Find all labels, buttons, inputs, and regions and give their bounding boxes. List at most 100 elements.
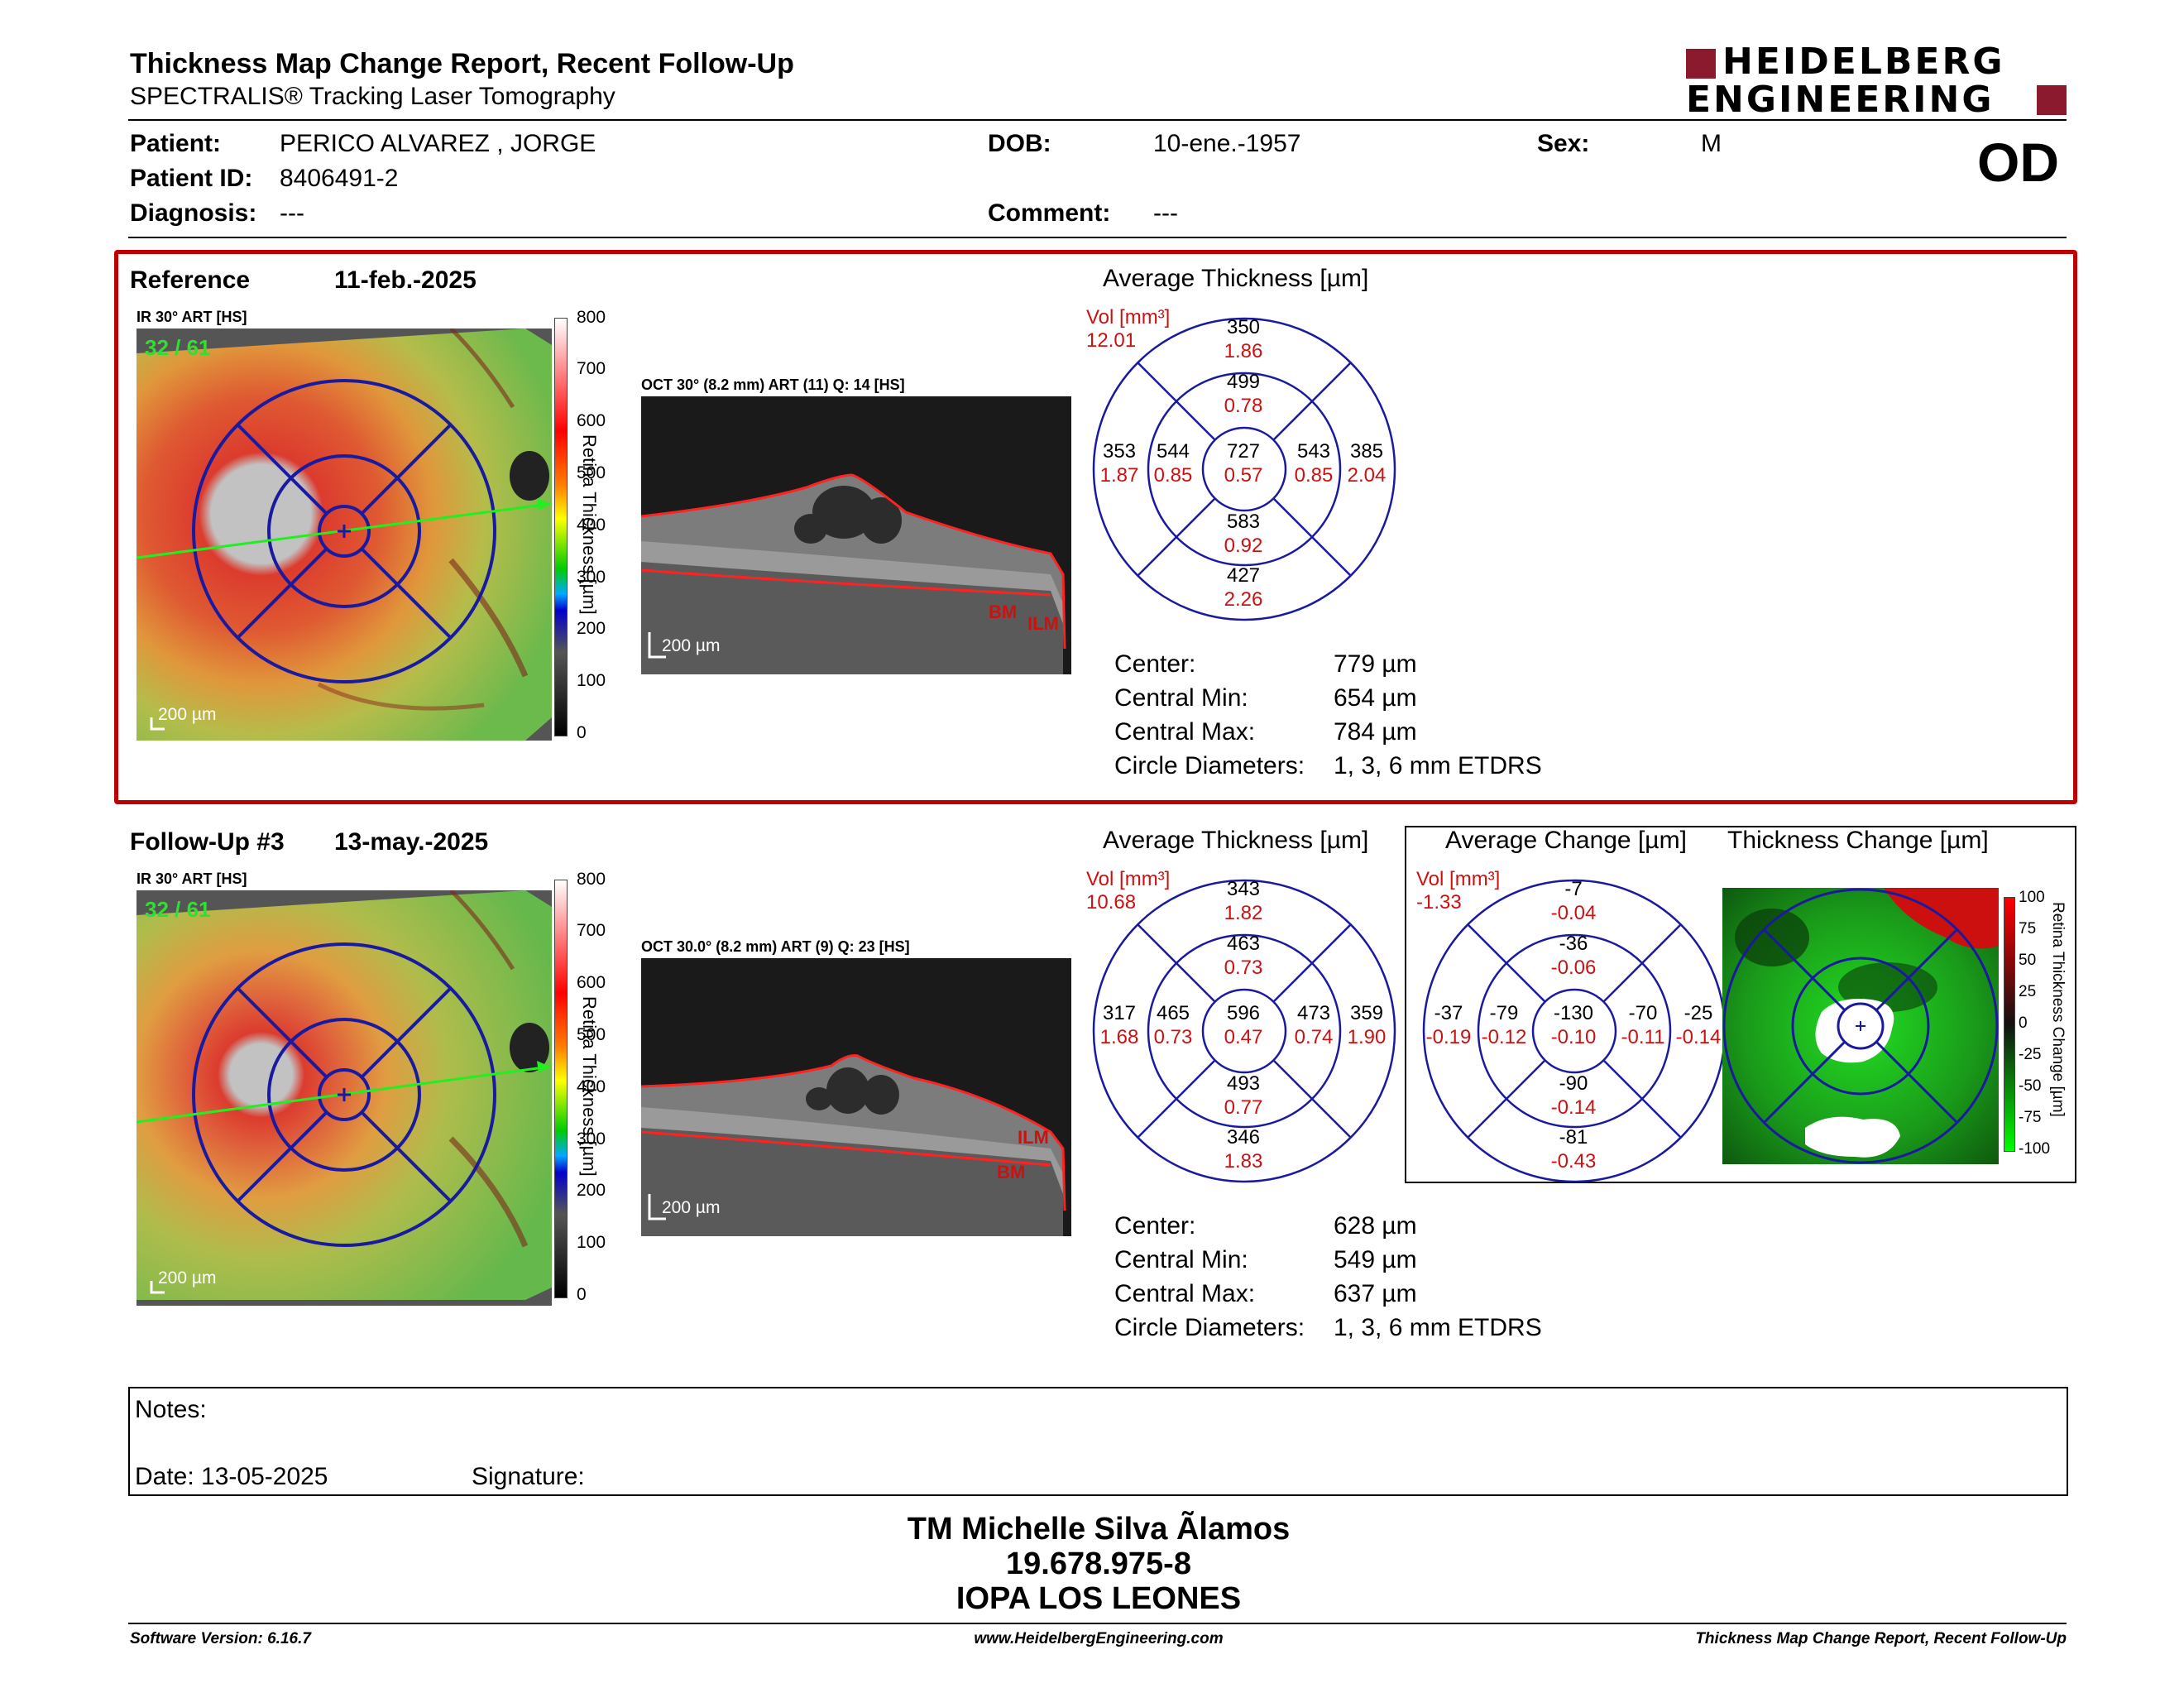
fu-tick: 700 <box>577 921 606 940</box>
ref-tick: 800 <box>577 308 606 327</box>
footer-version: Software Version: 6.16.7 <box>130 1630 311 1647</box>
ref-circ-label: Circle Diameters: <box>1114 752 1305 779</box>
ref-sector-outer-nasal: 385 2.04 <box>1347 440 1387 487</box>
change-sector-outer-superior: -7 -0.04 <box>1550 878 1597 924</box>
ref-tick: 700 <box>577 359 606 378</box>
diagnosis-value: --- <box>280 199 304 227</box>
change-map-title: Thickness Change [µm] <box>1727 827 1989 854</box>
fu-ir-scale: 200 µm <box>158 1268 217 1288</box>
heidelberg-logo: HEIDELBERG ENGINEERING <box>1686 41 2067 121</box>
reference-panel <box>114 250 2077 804</box>
fu-etdrs-grid <box>1092 879 1396 1183</box>
patient-label: Patient: <box>130 130 222 157</box>
sex-label: Sex: <box>1537 130 1590 157</box>
change-sector-outer-nasal: -25 -0.14 <box>1675 1002 1722 1048</box>
ref-thickness-map: 32 / 61 200 µm <box>136 328 552 741</box>
reference-date: 11-feb.-2025 <box>334 266 477 294</box>
ref-tick: 100 <box>577 671 606 690</box>
fu-oct-scale: 200 µm <box>662 1198 721 1217</box>
fu-thickness-colorbar <box>554 880 568 1298</box>
logo-square-icon <box>1686 49 1716 79</box>
change-vol-label: Vol [mm³] <box>1416 868 1501 890</box>
dob-label: DOB: <box>988 130 1051 157</box>
ref-sector-inner-inferior: 583 0.92 <box>1224 511 1263 557</box>
fu-vol-value: 10.68 <box>1086 891 1137 914</box>
fu-circ-label: Circle Diameters: <box>1114 1314 1305 1341</box>
change-vol-value: -1.33 <box>1416 891 1462 914</box>
change-tick: 25 <box>2019 983 2037 1000</box>
notes-box[interactable] <box>128 1387 2068 1496</box>
ref-sector-inner-temporal: 544 0.85 <box>1153 440 1193 487</box>
fu-sector-inner-superior: 463 0.73 <box>1224 933 1263 979</box>
signer-name: TM Michelle Silva Ãlamos <box>907 1512 1291 1547</box>
notes-date: Date: 13-05-2025 <box>135 1463 328 1490</box>
ref-vol-label: Vol [mm³] <box>1086 306 1171 328</box>
change-tick: 50 <box>2019 952 2037 969</box>
fu-cmin-value: 549 µm <box>1334 1246 1417 1273</box>
ref-ir-scale: 200 µm <box>158 705 217 724</box>
comment-label: Comment: <box>988 199 1111 227</box>
ref-center-value: 779 µm <box>1334 650 1417 678</box>
change-tick: -25 <box>2019 1046 2042 1063</box>
fu-colorbar-axis-label: Retina Thickness [µm] <box>579 996 600 1177</box>
notes-label: Notes: <box>135 1396 207 1423</box>
ref-center-label: Center: <box>1114 650 1196 678</box>
fu-vol-label: Vol [mm³] <box>1086 868 1171 890</box>
ref-tick: 300 <box>577 568 606 587</box>
change-sector-outer-inferior: -81 -0.43 <box>1550 1126 1597 1172</box>
change-tick: 0 <box>2019 1014 2028 1032</box>
fu-center-value: 628 µm <box>1334 1212 1417 1240</box>
ref-cmin-label: Central Min: <box>1114 684 1248 712</box>
ref-oct-scale: 200 µm <box>662 636 721 655</box>
fu-chart-title: Average Thickness [µm] <box>1103 827 1369 854</box>
ref-bm-label: BM <box>989 602 1018 622</box>
fu-sector-outer-nasal: 359 1.90 <box>1347 1002 1387 1048</box>
fu-ir-label: IR 30° ART [HS] <box>136 870 247 887</box>
fu-sector-inner-nasal: 473 0.74 <box>1294 1002 1334 1048</box>
ref-sector-outer-inferior: 427 2.26 <box>1224 564 1263 611</box>
sex-value: M <box>1701 130 1722 157</box>
footer-url[interactable]: www.HeidelbergEngineering.com <box>974 1630 1224 1647</box>
change-chart-title: Average Change [µm] <box>1445 827 1687 854</box>
reference-label: Reference <box>130 266 251 294</box>
fu-tick: 300 <box>577 1129 606 1149</box>
change-tick: 75 <box>2019 920 2037 938</box>
patient-id-label: Patient ID: <box>130 165 253 192</box>
fu-cmax-label: Central Max: <box>1114 1280 1256 1307</box>
report-subtitle: SPECTRALIS® Tracking Laser Tomography <box>130 83 615 110</box>
ref-chart-title: Average Thickness [µm] <box>1103 265 1369 292</box>
change-sector-inner-temporal: -79 -0.12 <box>1481 1002 1527 1048</box>
fu-sector-inner-temporal: 465 0.73 <box>1153 1002 1193 1048</box>
report-title: Thickness Map Change Report, Recent Foll… <box>130 48 794 79</box>
ref-tick: 600 <box>577 411 606 430</box>
change-tick: -75 <box>2019 1109 2042 1126</box>
ref-tick: 400 <box>577 516 606 535</box>
change-colorbar <box>2004 897 2015 1152</box>
fu-sector-outer-superior: 343 1.82 <box>1224 878 1263 924</box>
followup-date: 13-may.-2025 <box>334 828 489 856</box>
fu-tick: 600 <box>577 973 606 992</box>
logo-square-icon <box>2037 85 2067 115</box>
ref-etdrs-grid <box>1092 317 1396 621</box>
ref-sector-inner-nasal: 543 0.85 <box>1294 440 1334 487</box>
signer-rut: 19.678.975-8 <box>1006 1547 1191 1581</box>
ref-tick: 0 <box>577 723 587 742</box>
ref-sector-outer-temporal: 353 1.87 <box>1099 440 1139 487</box>
change-tick: 100 <box>2019 889 2045 906</box>
change-sector-inner-inferior: -90 -0.14 <box>1550 1072 1597 1119</box>
signer-block: TM Michelle Silva Ãlamos 19.678.975-8 IO… <box>0 1512 2184 1616</box>
fu-ir-frames: 32 / 61 <box>145 897 211 922</box>
ref-ir-label: IR 30° ART [HS] <box>136 309 247 325</box>
ref-circ-value: 1, 3, 6 mm ETDRS <box>1334 752 1542 779</box>
ref-sector-outer-superior: 350 1.86 <box>1224 316 1263 362</box>
fu-sector-outer-temporal: 317 1.68 <box>1099 1002 1139 1048</box>
ref-oct-scan: BM ILM 200 µm <box>641 396 1071 674</box>
fu-ilm-label: ILM <box>1018 1127 1049 1148</box>
fu-oct-label: OCT 30.0° (8.2 mm) ART (9) Q: 23 [HS] <box>641 938 910 955</box>
fu-cmax-value: 637 µm <box>1334 1280 1417 1307</box>
fu-tick: 0 <box>577 1285 587 1304</box>
change-sector-inner-nasal: -70 -0.11 <box>1621 1002 1665 1048</box>
fu-tick: 500 <box>577 1025 606 1044</box>
fu-tick: 200 <box>577 1181 606 1200</box>
ref-cmax-label: Central Max: <box>1114 718 1256 746</box>
